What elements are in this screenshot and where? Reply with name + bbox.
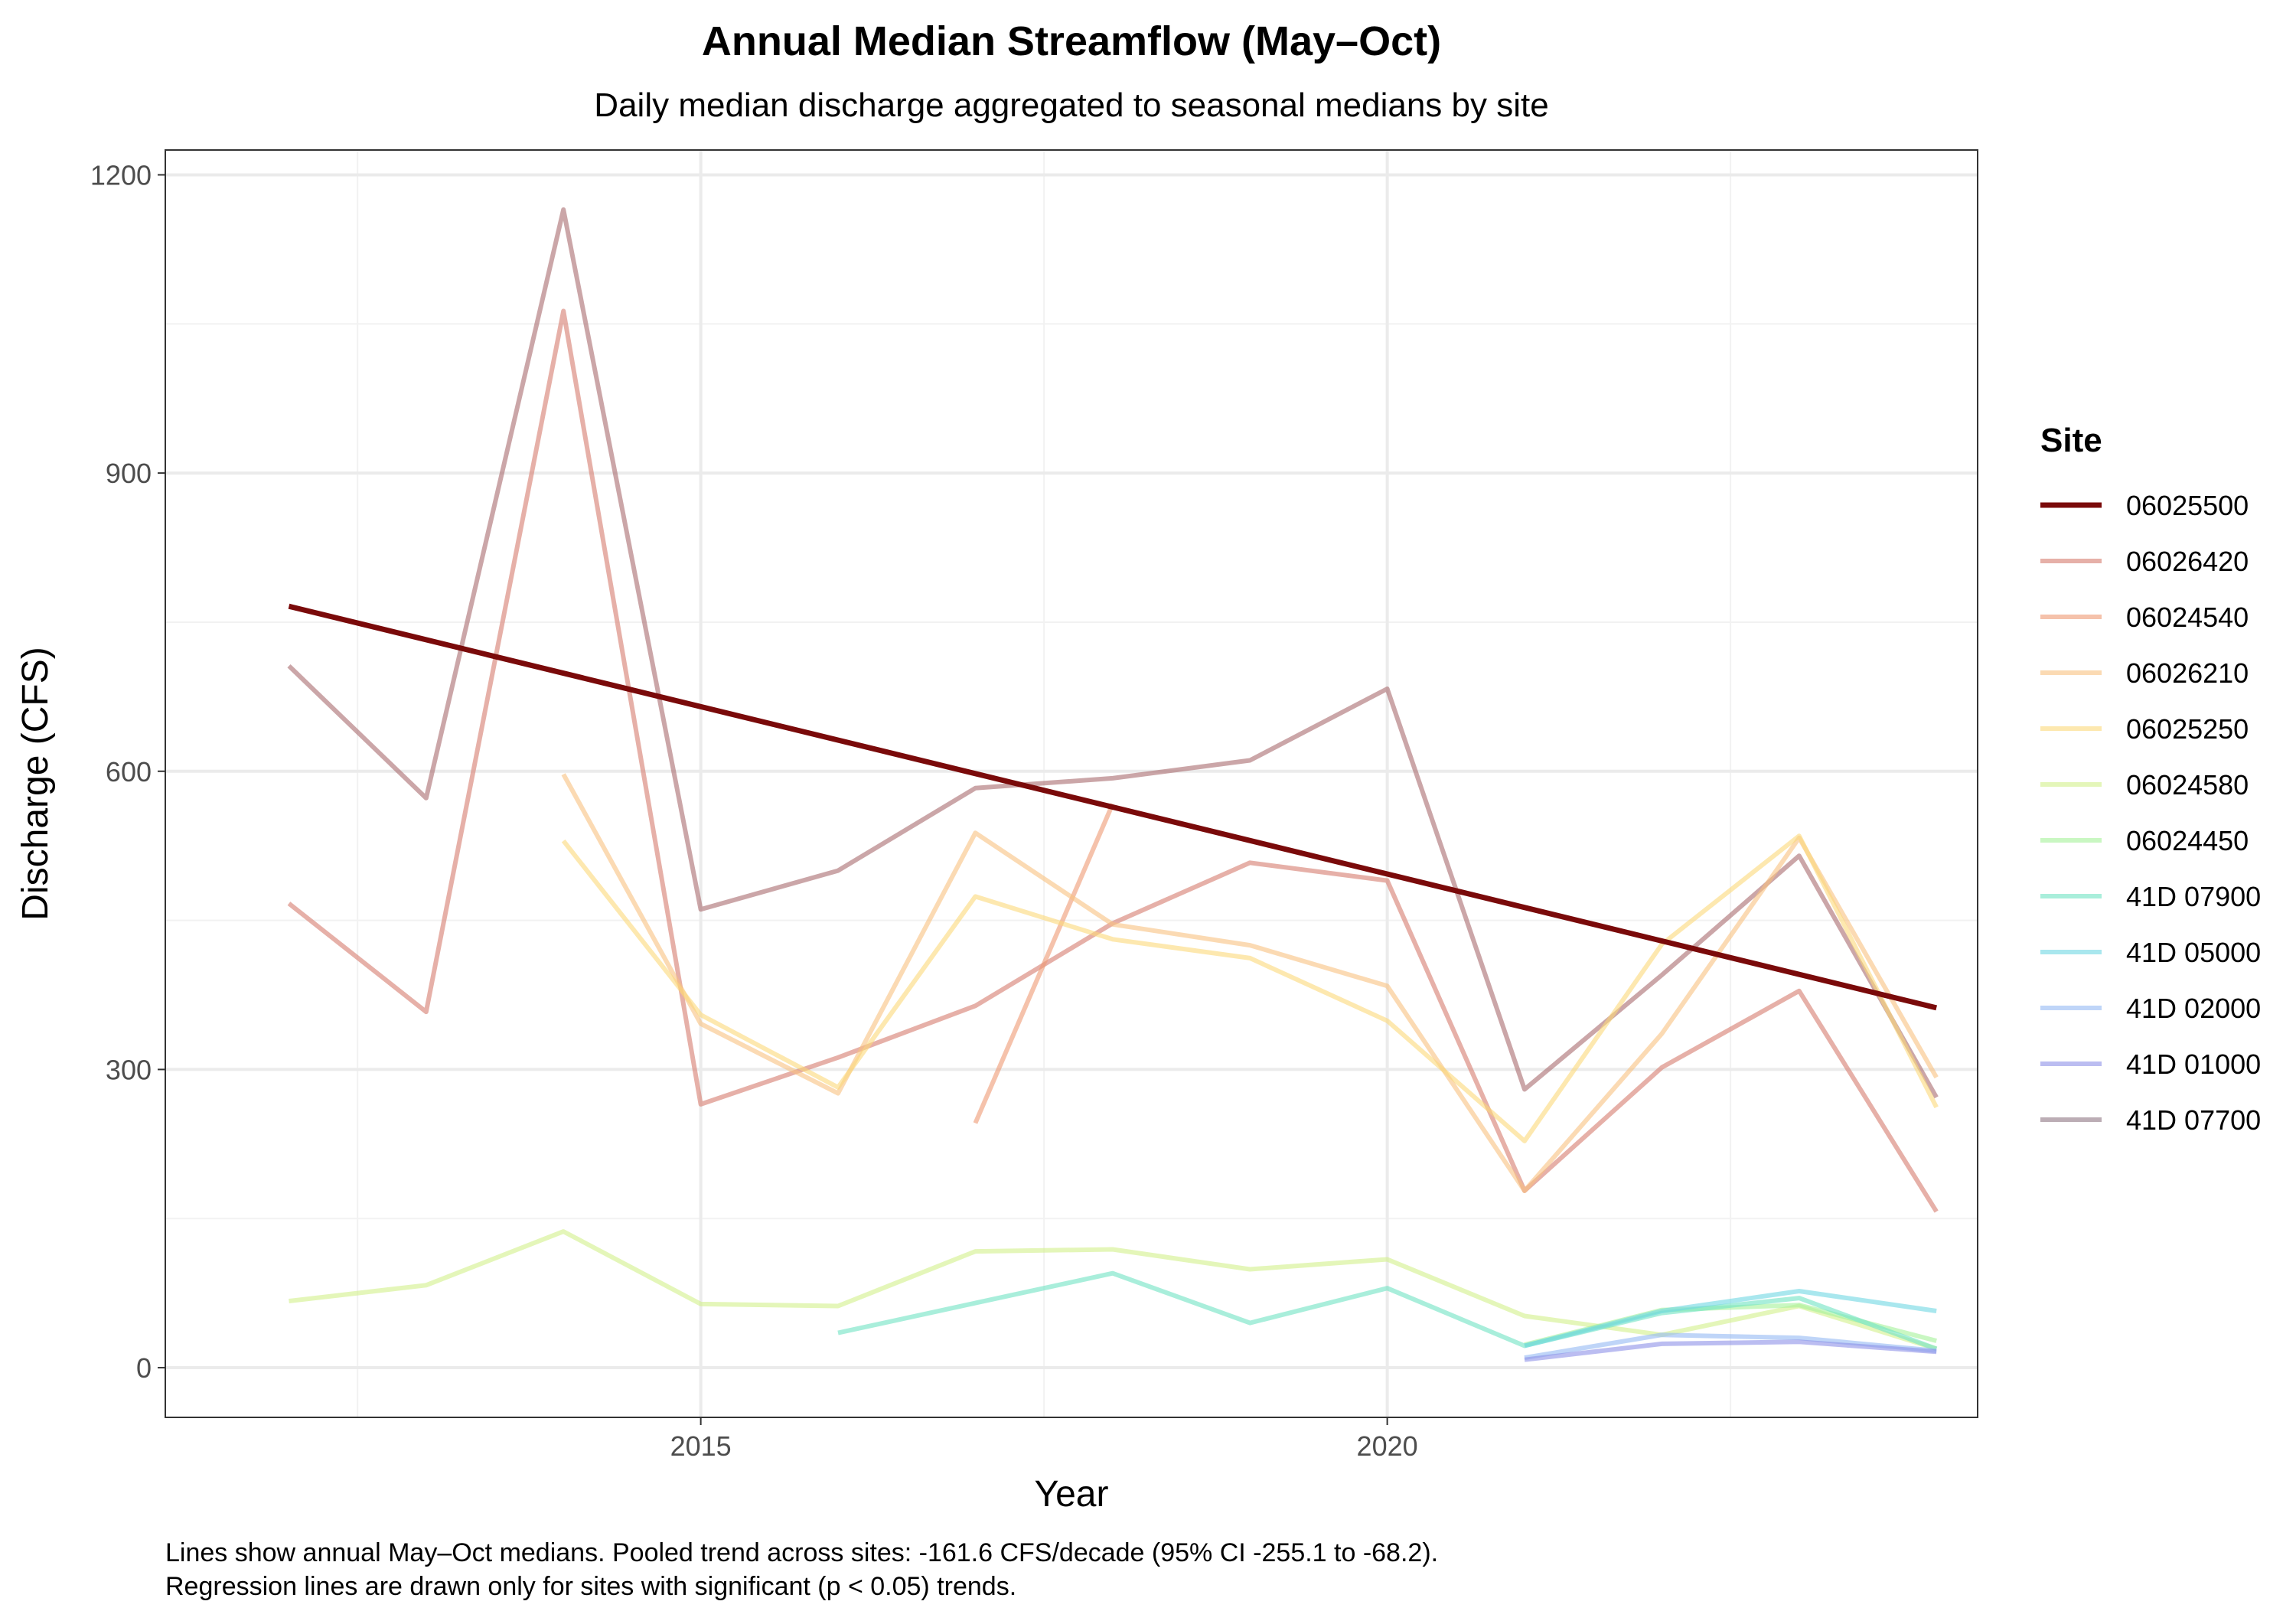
series-line-41D-07900 [837,1270,1938,1352]
x-tick-label: 2015 [670,1430,732,1462]
legend-label: 06026210 [2126,657,2249,689]
x-axis-title: Year [1035,1474,1109,1515]
legend-label: 41D 07700 [2126,1104,2261,1136]
axes: 2015 2020 0 300 600 900 1200 [90,159,1418,1462]
caption: Lines show annual May–Oct medians. Poole… [165,1538,1438,1601]
series-line-06025500 [288,603,1938,1011]
caption-line-2: Regression lines are drawn only for site… [165,1572,1016,1601]
y-tick-label: 600 [106,756,152,788]
chart-subtitle: Daily median discharge aggregated to sea… [594,86,1548,124]
y-tick-label: 900 [106,458,152,489]
y-axis-title: Discharge (CFS) [15,647,56,920]
series-line-41D-02000 [1524,1332,1937,1361]
series-line-41D-07700 [287,207,1939,1099]
legend-label: 41D 05000 [2126,937,2261,968]
x-tick-label: 2020 [1357,1430,1418,1462]
series-line-06026420 [287,308,1939,1213]
series-line-06024540 [973,803,1115,1124]
series-line-06025250 [561,833,1939,1143]
legend-label: 06024450 [2126,825,2249,856]
series-lines [287,207,1939,1362]
legend-label: 41D 01000 [2126,1048,2261,1080]
series-line-41D-05000 [1524,1289,1937,1348]
series-line-41D-01000 [1524,1339,1937,1362]
legend-title: Site [2040,422,2102,459]
legend-label: 06024580 [2126,769,2249,801]
legend-label: 06025250 [2126,713,2249,745]
legend-items: 06025500 06026420 06024540 06026210 06025250… [2040,490,2261,1136]
series-line-06026210 [561,773,1939,1193]
grid [165,150,1978,1417]
y-tick-label: 300 [106,1054,152,1085]
y-tick-label: 1200 [90,159,152,191]
y-tick-label: 0 [136,1352,152,1384]
legend-label: 41D 07900 [2126,881,2261,912]
chart-title: Annual Median Streamflow (May–Oct) [702,18,1441,64]
legend-label: 06025500 [2126,490,2249,521]
legend: Site 06025500060264200602454006026210060… [2040,422,2261,1136]
caption-line-1: Lines show annual May–Oct medians. Poole… [165,1538,1438,1567]
series-line-06024580 [289,1229,1938,1352]
legend-label: 06026420 [2126,546,2249,577]
plot-panel-border [165,149,1978,1418]
legend-label: 06024540 [2126,602,2249,633]
legend-label: 41D 02000 [2126,993,2261,1024]
